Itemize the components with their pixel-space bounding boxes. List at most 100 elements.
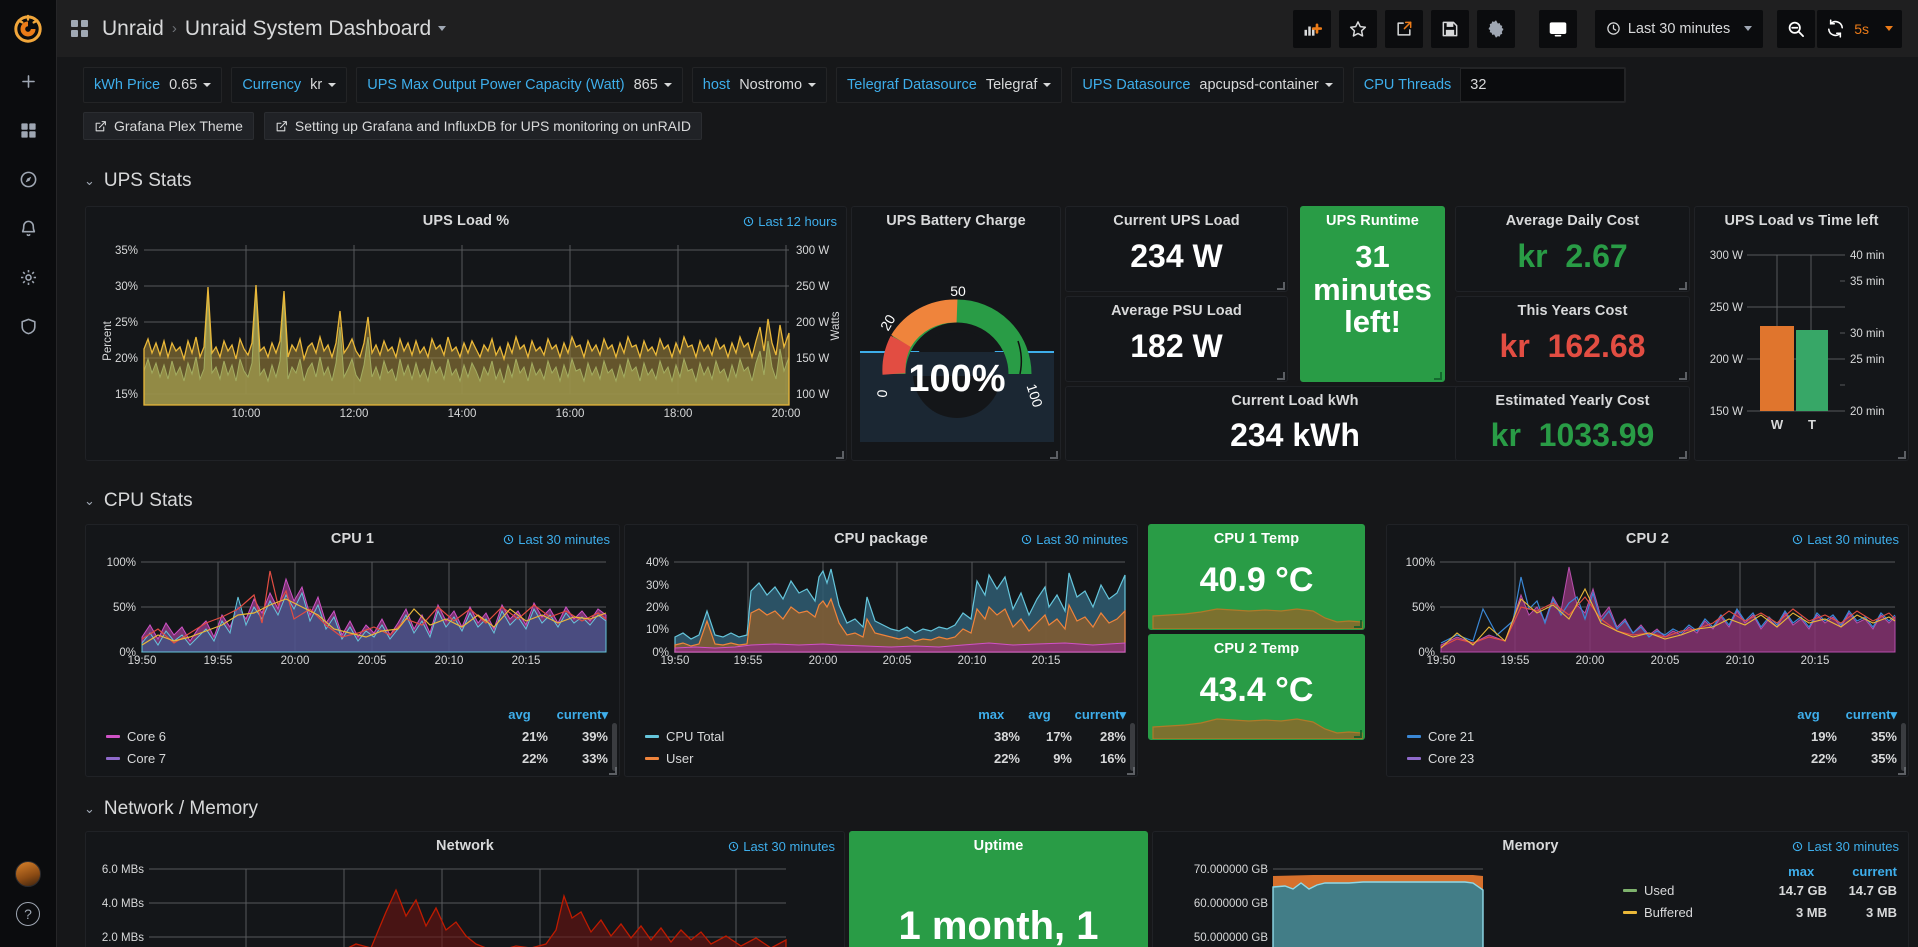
- panel-current-load-kwh[interactable]: Current Load kWh 234 kWh: [1065, 386, 1525, 461]
- panel-this-years-cost[interactable]: This Years Cost kr 162.68: [1455, 296, 1690, 382]
- panel-resize-handle[interactable]: [1679, 282, 1687, 290]
- panel-resize-handle[interactable]: [1434, 372, 1442, 380]
- panel-network[interactable]: Network Last 30 minutes 6.0 MBs 4.0 MBs …: [85, 831, 845, 947]
- legend-header-current[interactable]: current▾: [556, 707, 608, 722]
- variable-telegraf-datasource[interactable]: Telegraf Datasource Telegraf: [836, 67, 1063, 103]
- legend-headers[interactable]: avg current▾: [508, 707, 608, 723]
- variable-value[interactable]: Nostromo: [739, 77, 817, 93]
- variable-value[interactable]: Telegraf: [986, 77, 1052, 93]
- legend-item[interactable]: Core 21 19% 35%: [1407, 729, 1897, 744]
- grafana-logo-icon[interactable]: [0, 0, 57, 57]
- variable-value[interactable]: 0.65: [169, 77, 212, 93]
- row-header-cpu-stats[interactable]: ⌄ CPU Stats: [84, 490, 193, 512]
- variable-value[interactable]: apcupsd-container: [1199, 77, 1333, 93]
- variable-ups-datasource[interactable]: UPS Datasource apcupsd-container: [1071, 67, 1344, 103]
- svg-text:20:15: 20:15: [1032, 655, 1061, 664]
- panel-ups-load[interactable]: UPS Load % Last 12 hours 35% 30% 25% 20%…: [85, 206, 847, 461]
- time-range-picker[interactable]: Last 30 minutes: [1594, 9, 1764, 48]
- panel-memory[interactable]: Memory Last 30 minutes 70.000000 GB 60.0…: [1152, 831, 1909, 947]
- zoom-out-button[interactable]: [1777, 9, 1816, 48]
- panel-resize-handle[interactable]: [609, 767, 617, 775]
- tv-mode-button[interactable]: [1538, 9, 1577, 48]
- legend-headers[interactable]: avg current▾: [1797, 707, 1897, 723]
- panel-ups-load-vs-time-left[interactable]: UPS Load vs Time left 300 W 250 W 200 W …: [1694, 206, 1909, 461]
- variable-kwh-price[interactable]: kWh Price 0.65: [83, 67, 223, 103]
- legend-item[interactable]: User 22% 9% 16%: [645, 751, 1126, 766]
- panel-resize-handle[interactable]: [836, 451, 844, 459]
- legend-item[interactable]: CPU Total 38% 17% 28%: [645, 729, 1126, 744]
- save-button[interactable]: [1430, 9, 1469, 48]
- legend-header-avg[interactable]: avg: [508, 707, 531, 722]
- panel-resize-handle[interactable]: [1679, 451, 1687, 459]
- legend-item[interactable]: Used 14.7 GB 14.7 GB: [1623, 883, 1897, 898]
- panel-resize-handle[interactable]: [1898, 451, 1906, 459]
- legend-headers[interactable]: max avg current▾: [978, 707, 1126, 723]
- legend-item[interactable]: Core 23 22% 35%: [1407, 751, 1897, 766]
- legend-header-avg[interactable]: avg: [1028, 707, 1051, 722]
- panel-resize-handle[interactable]: [1277, 372, 1285, 380]
- sidebar-item-alerting[interactable]: [0, 204, 57, 253]
- panel-resize-handle[interactable]: [1050, 451, 1058, 459]
- legend-header-max[interactable]: max: [978, 707, 1005, 722]
- panel-resize-handle[interactable]: [1277, 282, 1285, 290]
- variable-value[interactable]: 865: [634, 77, 672, 93]
- legend-item[interactable]: Core 6 21% 39%: [106, 729, 608, 744]
- panel-resize-handle[interactable]: [1354, 620, 1362, 628]
- link-grafana-plex-theme[interactable]: Grafana Plex Theme: [83, 112, 254, 140]
- row-header-ups-stats[interactable]: ⌄ UPS Stats: [84, 170, 192, 192]
- variable-host[interactable]: host Nostromo: [691, 67, 828, 103]
- cpu-threads-input[interactable]: [1460, 68, 1626, 102]
- panel-ups-runtime[interactable]: UPS Runtime 31 minutes left!: [1300, 206, 1445, 382]
- legend-item[interactable]: Buffered 3 MB 3 MB: [1623, 905, 1897, 920]
- panel-average-psu-load[interactable]: Average PSU Load 182 W: [1065, 296, 1288, 382]
- legend-header-current[interactable]: current: [1852, 864, 1897, 879]
- sidebar-item-create[interactable]: [0, 57, 57, 106]
- legend-header-avg[interactable]: avg: [1797, 707, 1820, 722]
- legend-header-max[interactable]: max: [1788, 864, 1815, 879]
- legend-item[interactable]: Core 7 22% 33%: [106, 751, 608, 766]
- link-ups-monitoring-guide[interactable]: Setting up Grafana and InfluxDB for UPS …: [263, 112, 703, 140]
- panel-resize-handle[interactable]: [1127, 767, 1135, 775]
- sidebar-item-dashboards[interactable]: [0, 106, 57, 155]
- row-header-network-memory[interactable]: ⌄ Network / Memory: [84, 798, 258, 820]
- sidebar-item-server-admin[interactable]: [0, 302, 57, 351]
- panel-cpu2-temp[interactable]: CPU 2 Temp 43.4 °C: [1148, 634, 1365, 740]
- panel-average-daily-cost[interactable]: Average Daily Cost kr 2.67: [1455, 206, 1690, 292]
- panel-resize-handle[interactable]: [1898, 767, 1906, 775]
- variable-value[interactable]: kr: [310, 77, 337, 93]
- legend-avg: 22%: [1810, 751, 1837, 766]
- panel-cpu2[interactable]: CPU 2 Last 30 minutes 100% 50% 0% 19:50 …: [1386, 524, 1909, 777]
- help-icon[interactable]: ?: [0, 898, 57, 947]
- share-button[interactable]: [1384, 9, 1423, 48]
- panel-ups-battery-charge[interactable]: UPS Battery Charge 50 20 0 100 100%: [851, 206, 1061, 461]
- sidebar-item-configuration[interactable]: [0, 253, 57, 302]
- refresh-controls[interactable]: 5s: [1817, 9, 1902, 48]
- dashboard-grid-icon[interactable]: [71, 20, 88, 37]
- variable-currency[interactable]: Currency kr: [231, 67, 348, 103]
- breadcrumb-dashboard[interactable]: Unraid System Dashboard: [184, 16, 432, 40]
- dashboard-settings-button[interactable]: [1476, 9, 1515, 48]
- panel-resize-handle[interactable]: [1354, 730, 1362, 738]
- add-panel-button[interactable]: [1292, 9, 1331, 48]
- sidebar-item-explore[interactable]: [0, 155, 57, 204]
- breadcrumb-caret-icon[interactable]: [438, 26, 447, 31]
- legend-headers[interactable]: max current: [1788, 864, 1897, 879]
- panel-resize-handle[interactable]: [1679, 372, 1687, 380]
- legend-header-current[interactable]: current▾: [1074, 707, 1126, 722]
- avatar[interactable]: [0, 849, 57, 898]
- breadcrumb-folder[interactable]: Unraid: [102, 16, 164, 40]
- legend-header-current[interactable]: current▾: [1845, 707, 1897, 722]
- variable-cpu-threads[interactable]: CPU Threads: [1352, 67, 1627, 103]
- legend-scrollbar[interactable]: [612, 723, 617, 771]
- svg-text:20:10: 20:10: [958, 655, 987, 664]
- panel-cpu1-temp[interactable]: CPU 1 Temp 40.9 °C: [1148, 524, 1365, 630]
- star-button[interactable]: [1338, 9, 1377, 48]
- variable-ups-max-output[interactable]: UPS Max Output Power Capacity (Watt) 865: [356, 67, 683, 103]
- panel-current-ups-load[interactable]: Current UPS Load 234 W: [1065, 206, 1288, 292]
- legend-scrollbar[interactable]: [1130, 723, 1135, 771]
- panel-cpu1[interactable]: CPU 1 Last 30 minutes 100% 50% 0% 19:50 …: [85, 524, 620, 777]
- panel-cpu-package[interactable]: CPU package Last 30 minutes 40% 30% 20% …: [624, 524, 1138, 777]
- panel-uptime[interactable]: Uptime 1 month, 1: [849, 831, 1148, 947]
- legend-scrollbar[interactable]: [1901, 723, 1906, 771]
- panel-estimated-yearly-cost[interactable]: Estimated Yearly Cost kr 1033.99: [1455, 386, 1690, 461]
